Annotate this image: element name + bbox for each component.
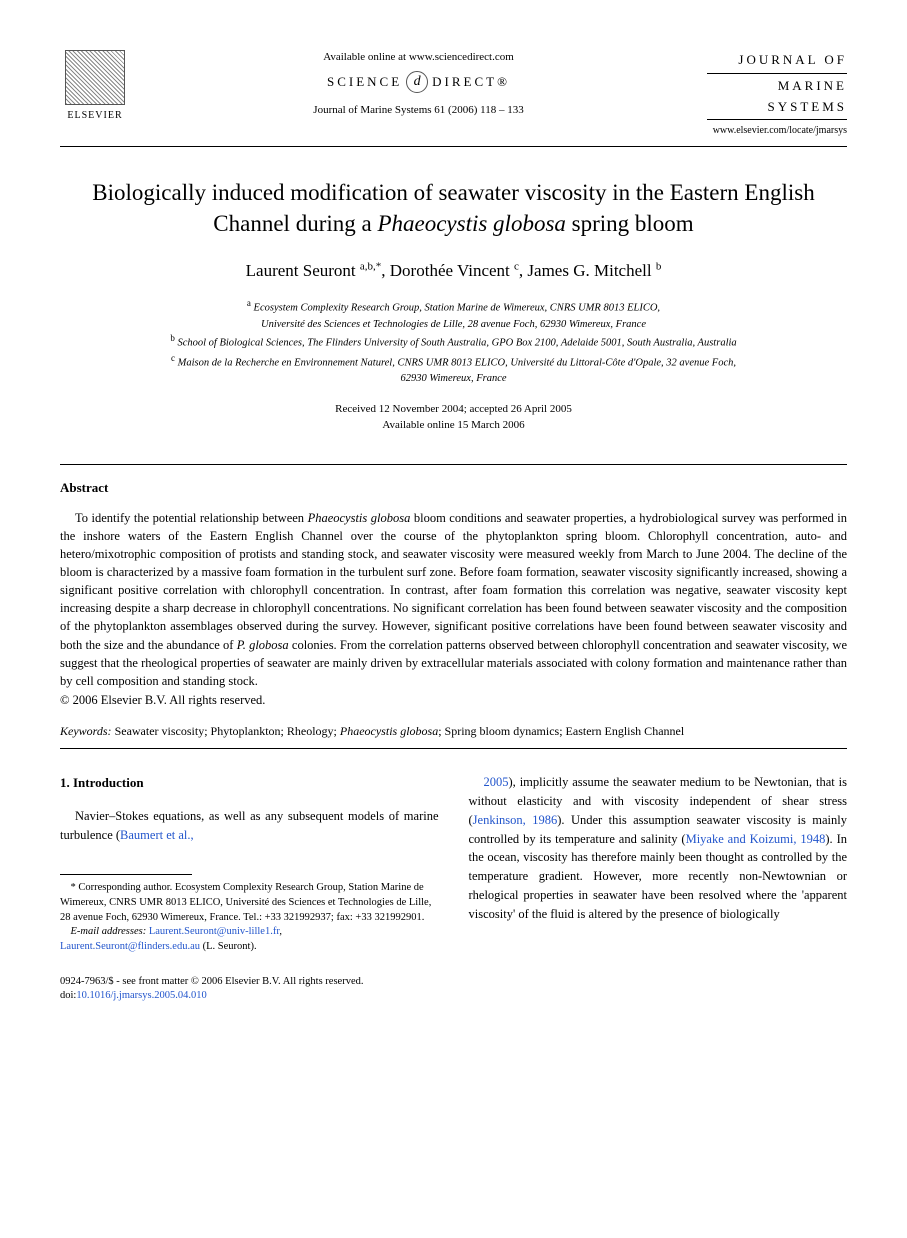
science-direct-right: DIRECT®	[432, 73, 510, 91]
email-label: E-mail addresses:	[71, 926, 147, 937]
elsevier-tree-icon	[65, 50, 125, 105]
email-link-1[interactable]: Laurent.Seuront@univ-lille1.fr	[149, 926, 280, 937]
elsevier-label: ELSEVIER	[67, 109, 122, 123]
available-online-text: Available online at www.sciencedirect.co…	[130, 50, 707, 65]
email-line: E-mail addresses: Laurent.Seuront@univ-l…	[60, 925, 439, 954]
issn-line: 0924-7963/$ - see front matter © 2006 El…	[60, 975, 439, 990]
email-link-2[interactable]: Laurent.Seuront@flinders.edu.au	[60, 941, 200, 952]
corr-author-text: * Corresponding author. Ecosystem Comple…	[60, 881, 439, 925]
article-dates: Received 12 November 2004; accepted 26 A…	[60, 401, 847, 434]
intro-para-right: 2005), implicitly assume the seawater me…	[469, 773, 848, 923]
corresponding-author-footnote: * Corresponding author. Ecosystem Comple…	[60, 881, 439, 954]
keywords: Keywords: Seawater viscosity; Phytoplank…	[60, 723, 847, 740]
doi-line: doi:10.1016/j.jmarsys.2005.04.010	[60, 989, 439, 1004]
abstract-bottom-rule	[60, 748, 847, 749]
elsevier-logo: ELSEVIER	[60, 50, 130, 130]
intro-para-left: Navier–Stokes equations, as well as any …	[60, 807, 439, 845]
left-column: 1. Introduction Navier–Stokes equations,…	[60, 773, 439, 1004]
online-date: Available online 15 March 2006	[382, 419, 524, 431]
footnote-divider	[60, 874, 192, 875]
journal-reference: Journal of Marine Systems 61 (2006) 118 …	[130, 103, 707, 118]
received-date: Received 12 November 2004; accepted 26 A…	[335, 403, 572, 415]
intro-heading: 1. Introduction	[60, 773, 439, 793]
article-title: Biologically induced modification of sea…	[60, 177, 847, 239]
email-tail: (L. Seuront).	[203, 941, 257, 952]
science-direct-icon: d	[406, 71, 428, 93]
journal-name-line3: SYSTEMS	[767, 99, 847, 114]
doi-link[interactable]: 10.1016/j.jmarsys.2005.04.010	[76, 990, 206, 1001]
page-header: ELSEVIER Available online at www.science…	[60, 50, 847, 138]
journal-name: JOURNAL OF MARINE SYSTEMS	[707, 50, 847, 120]
science-direct-left: SCIENCE	[327, 73, 402, 91]
page-footer: 0924-7963/$ - see front matter © 2006 El…	[60, 975, 439, 1004]
journal-rule	[707, 119, 847, 120]
keywords-text: Seawater viscosity; Phytoplankton; Rheol…	[115, 724, 685, 738]
keywords-label: Keywords:	[60, 724, 112, 738]
affiliations: a Ecosystem Complexity Research Group, S…	[60, 297, 847, 386]
abstract-body: To identify the potential relationship b…	[60, 509, 847, 690]
journal-rule	[707, 73, 847, 74]
right-column: 2005), implicitly assume the seawater me…	[469, 773, 848, 1004]
authors: Laurent Seuront a,b,*, Dorothée Vincent …	[60, 259, 847, 283]
header-divider	[60, 146, 847, 147]
center-header: Available online at www.sciencedirect.co…	[130, 50, 707, 119]
doi-label: doi:	[60, 990, 76, 1001]
abstract-heading: Abstract	[60, 479, 847, 497]
body-columns: 1. Introduction Navier–Stokes equations,…	[60, 773, 847, 1004]
journal-logo: JOURNAL OF MARINE SYSTEMS www.elsevier.c…	[707, 50, 847, 138]
journal-url: www.elsevier.com/locate/jmarsys	[707, 124, 847, 138]
science-direct-logo: SCIENCE d DIRECT®	[130, 71, 707, 93]
journal-name-line1: JOURNAL OF	[738, 52, 847, 67]
journal-name-line2: MARINE	[778, 78, 847, 93]
copyright-line: © 2006 Elsevier B.V. All rights reserved…	[60, 692, 847, 710]
abstract-top-rule	[60, 464, 847, 465]
